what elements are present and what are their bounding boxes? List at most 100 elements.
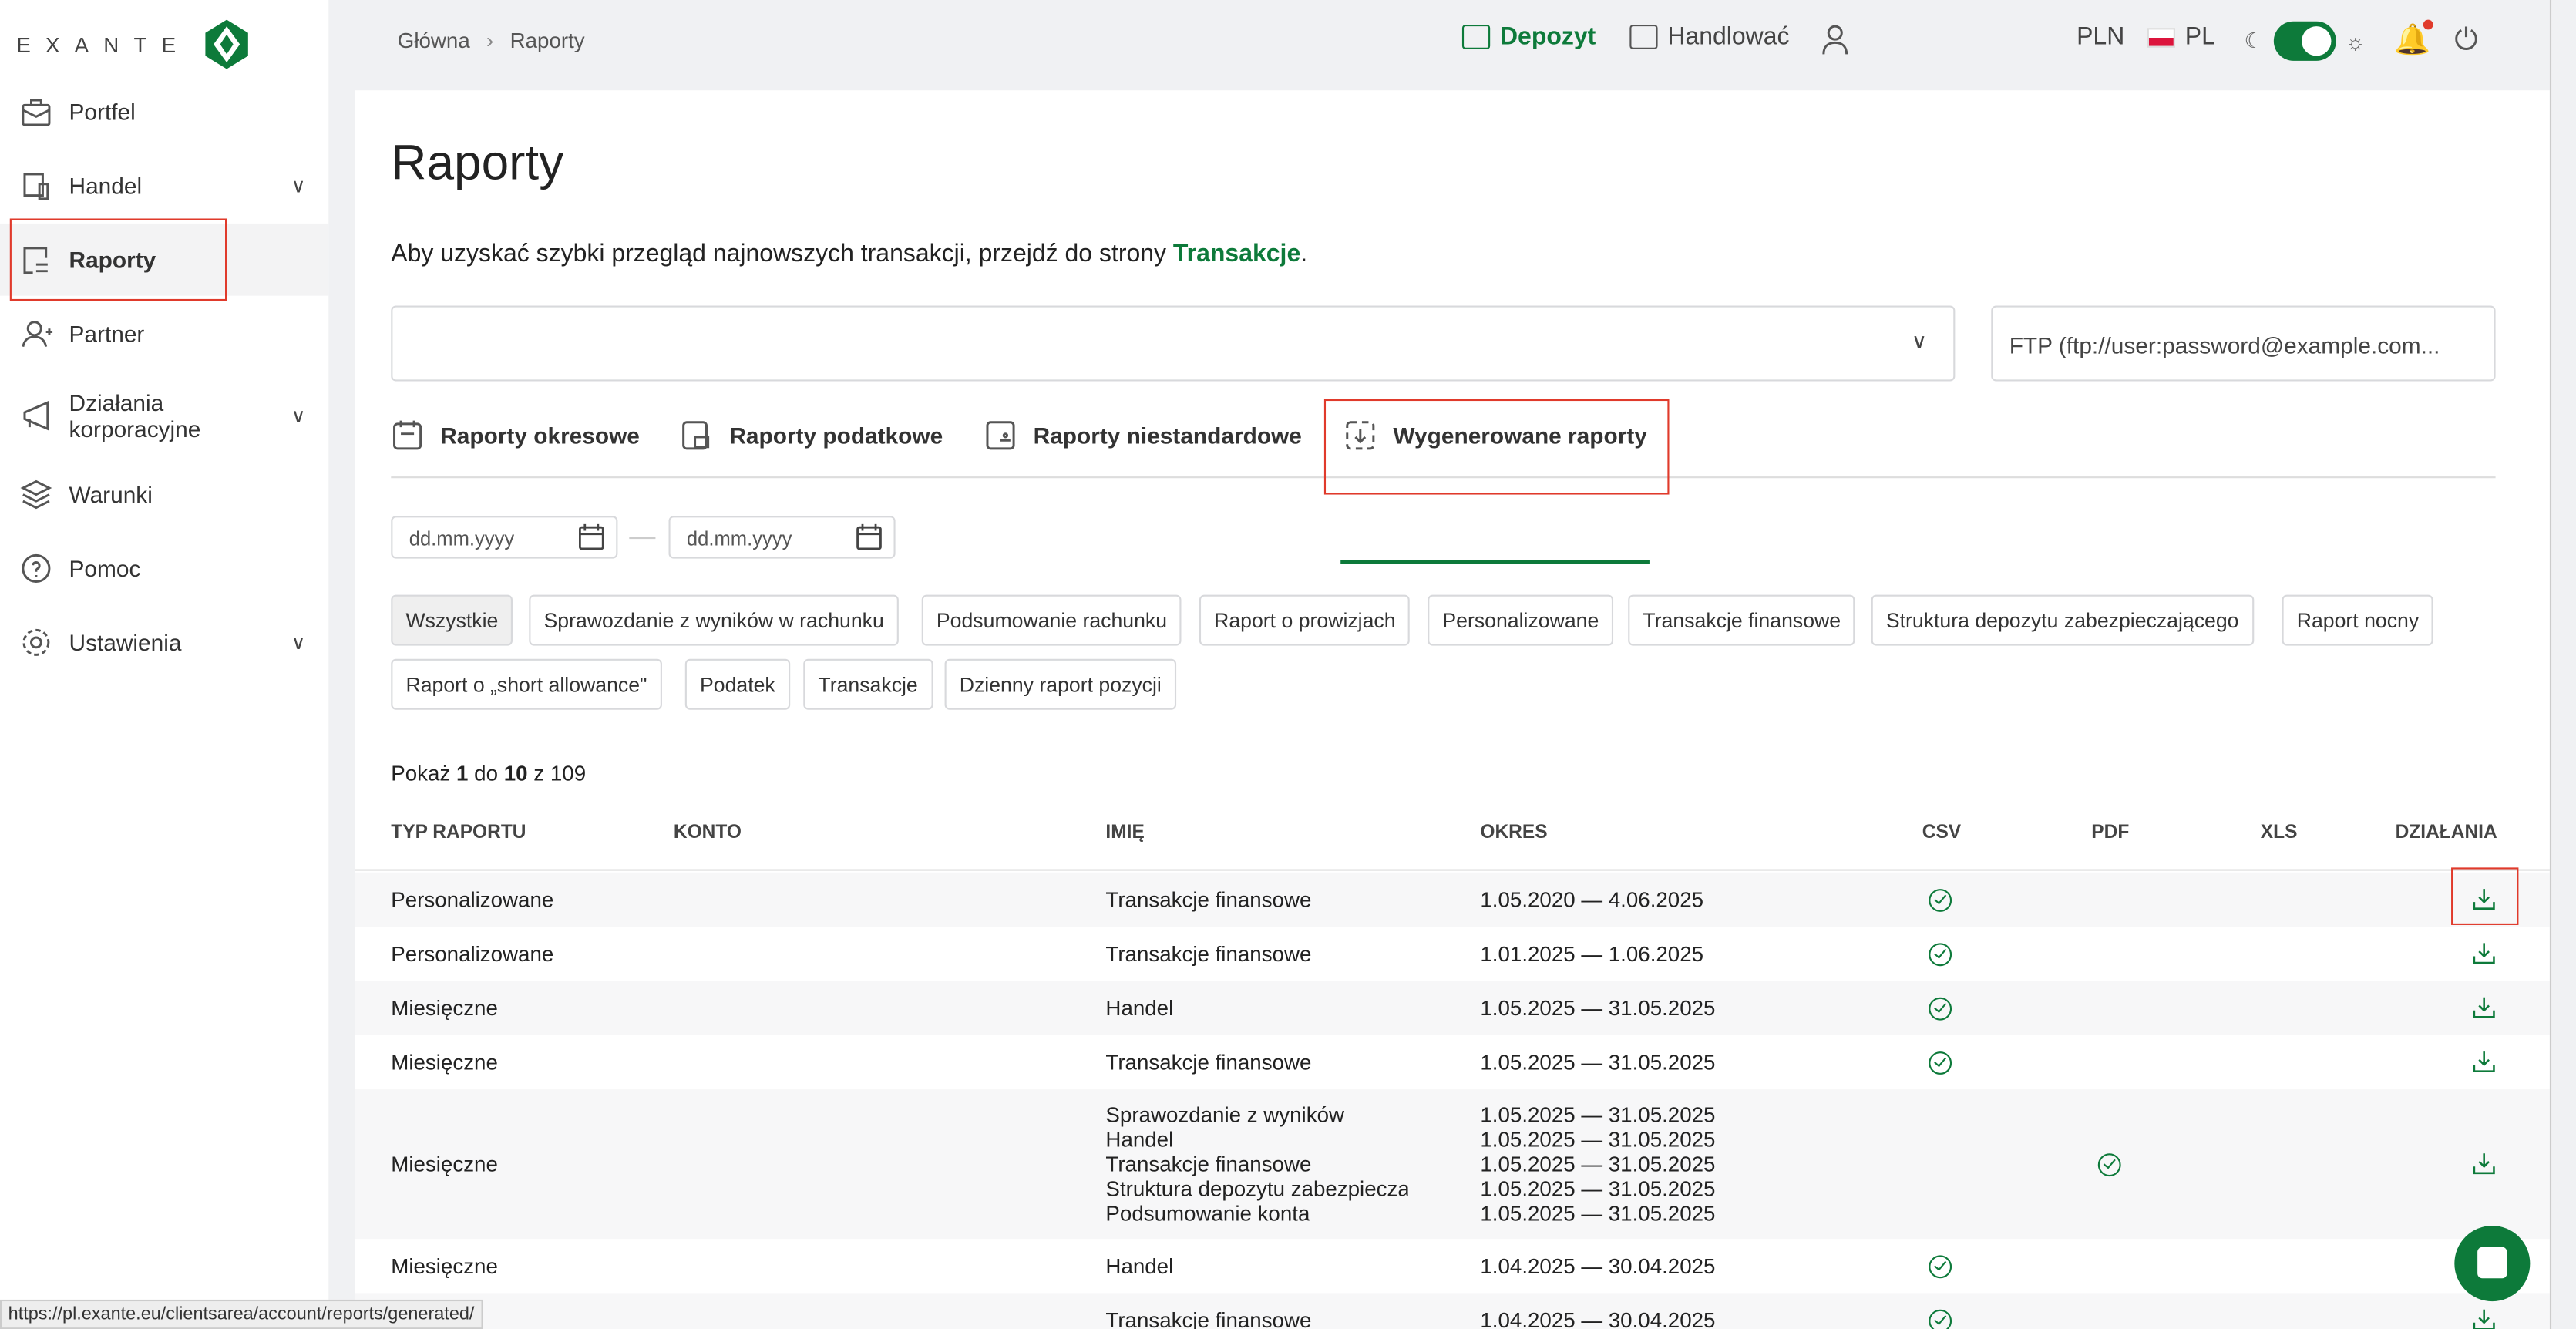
pdf-available-icon[interactable] [2097,1152,2121,1176]
breadcrumb-home[interactable]: Główna [397,28,470,53]
csv-available-icon[interactable] [1929,888,1952,911]
active-tab-underline [1340,560,1650,564]
report-name: Handel [1105,994,1174,1020]
report-type: Miesięczne [391,1253,498,1278]
tax-report-icon [682,421,710,450]
filter-chip[interactable]: Wszystkie [391,594,513,646]
sidebar-item-handel[interactable]: Handel ∨ [0,150,328,222]
report-name: Sprawozdanie z wyników [1105,1102,1344,1128]
csv-available-icon[interactable] [1929,1051,1952,1074]
chart-monitor-icon [1629,24,1658,49]
table-row[interactable]: Miesięczne Transakcje finansowe 1.05.2025 … [355,1035,2550,1089]
user-icon [1822,25,1848,55]
col-xls: XLS [2260,823,2298,843]
col-csv: CSV [1922,823,1962,843]
chat-button[interactable] [2454,1226,2531,1302]
sidebar-item-partner[interactable]: Partner [0,298,328,370]
language-selector[interactable]: PL [2147,23,2215,51]
date-separator [629,537,656,540]
theme-toggle[interactable]: ☾ ☼ [2244,21,2366,61]
filter-chip[interactable]: Sprawozdanie z wyników w rachunku [529,594,899,646]
table-row[interactable]: Miesięczne Handel 1.05.2025 — 31.05.2025 [355,981,2550,1035]
tab-generated[interactable]: Wygenerowane raporty [1343,419,1647,453]
calendar-icon [578,523,604,550]
chevron-down-icon: ∨ [291,173,306,197]
report-name: Struktura depozytu zabezpiecza [1105,1176,1408,1202]
csv-available-icon[interactable] [1929,1254,1952,1278]
download-icon[interactable] [2473,887,2496,910]
csv-available-icon[interactable] [1929,942,1952,966]
tab-tax[interactable]: Raporty podatkowe [680,419,943,453]
filter-chip[interactable]: Dzienny raport pozycji [944,658,1177,710]
filter-chip[interactable]: Raport nocny [2282,594,2434,646]
pagination-summary: Pokaż 1 do 10 z 109 [391,760,587,786]
report-name: Transakcje finansowe [1105,1307,1312,1329]
col-type[interactable]: TYP RAPORTU [391,823,526,843]
notifications-button[interactable]: 🔔 [2393,19,2434,58]
wallet-icon [1461,24,1491,49]
download-icon[interactable] [2473,995,2496,1018]
filter-chip[interactable]: Personalizowane [1428,594,1614,646]
sidebar: EXANTE Portfel Handel ∨ Raporty Partner D… [0,0,329,1329]
chevron-right-icon: › [486,28,494,53]
poland-flag-icon [2147,27,2175,47]
sidebar-item-raporty[interactable]: Raporty [0,223,329,296]
filter-chip[interactable]: Podatek [684,658,790,710]
csv-available-icon[interactable] [1929,1308,1952,1329]
report-period: 1.04.2025 — 30.04.2025 [1480,1253,1716,1278]
sidebar-item-warunki[interactable]: Warunki [0,459,328,531]
download-icon[interactable] [2473,940,2496,964]
sun-icon: ☼ [2345,29,2366,54]
highlight-box [2451,867,2519,925]
transactions-link[interactable]: Transakcje [1172,240,1301,268]
topbar: Główna › Raporty Depozyt Handlować PLN PL … [328,0,2550,90]
report-name: Transakcje finansowe [1105,1048,1312,1074]
sidebar-item-ustawienia[interactable]: Ustawienia ∨ [0,606,328,678]
col-name[interactable]: IMIĘ [1105,823,1145,843]
filter-chip[interactable]: Podsumowanie rachunku [921,594,1182,646]
chat-icon [2477,1247,2507,1279]
date-to-input[interactable]: dd.mm.yyyy [668,516,896,559]
sidebar-item-portfel[interactable]: Portfel [0,76,328,148]
logout-button[interactable]: ⏻ [2454,23,2477,58]
filter-chip[interactable]: Transakcje [803,658,933,710]
col-account[interactable]: KONTO [673,823,742,843]
report-type: Personalizowane [391,886,554,911]
page-title: Raporty [391,136,564,191]
table-row[interactable]: Personalizowane Transakcje finansowe 1.05.… [355,872,2550,927]
scrollbar[interactable] [2549,0,2576,1329]
date-from-input[interactable]: dd.mm.yyyy [391,516,618,559]
col-period[interactable]: OKRES [1480,823,1548,843]
table-row[interactable]: Miesięczne Sprawozdanie z wyników Handel Tr… [355,1089,2550,1240]
filter-chip[interactable]: Transakcje finansowe [1628,594,1856,646]
tab-periodic[interactable]: Raporty okresowe [391,419,640,453]
tab-custom[interactable]: Raporty niestandardowe [984,419,1302,453]
sidebar-item-corporate-actions[interactable]: Działania korporacyjne ∨ [0,378,328,453]
report-name: Handel [1105,1127,1174,1152]
ftp-input[interactable]: FTP (ftp://user:password@example.com... [1991,305,2496,382]
download-icon[interactable] [2473,1049,2496,1072]
table-header: TYP RAPORTU KONTO IMIĘ OKRES CSV PDF XLS… [355,813,2550,871]
col-pdf: PDF [2091,823,2130,843]
table-row[interactable]: Personalizowane Transakcje finansowe 1.01.… [355,927,2550,981]
filter-chip[interactable]: Raport o prowizjach [1199,594,1411,646]
trade-button[interactable]: Handlować [1629,23,1790,51]
profile-button[interactable] [1821,23,1850,56]
report-type: Personalizowane [391,940,554,966]
filter-chip[interactable]: Raport o „short allowance" [391,658,662,710]
csv-available-icon[interactable] [1929,996,1952,1020]
report-period: 1.05.2025 — 31.05.2025 [1480,1127,1716,1152]
account-select[interactable]: ∨ [391,305,1956,382]
report-type: Miesięczne [391,1151,498,1176]
download-icon[interactable] [2473,1151,2496,1174]
download-icon[interactable] [2473,1307,2496,1329]
filter-chip[interactable]: Struktura depozytu zabezpieczającego [1871,594,2254,646]
deposit-button[interactable]: Depozyt [1461,23,1596,51]
table-row[interactable]: Miesięczne Handel 1.04.2025 — 30.04.2025 [355,1239,2550,1293]
sidebar-item-pomoc[interactable]: Pomoc [0,533,328,605]
currency-selector[interactable]: PLN [2077,22,2125,52]
highlight-box [9,218,227,301]
exante-logo[interactable]: EXANTE [16,19,250,69]
table-row[interactable]: Transakcje finansowe 1.04.2025 — 30.04.20… [355,1293,2550,1329]
status-bar-url: https://pl.exante.eu/clientsarea/account… [0,1299,483,1329]
